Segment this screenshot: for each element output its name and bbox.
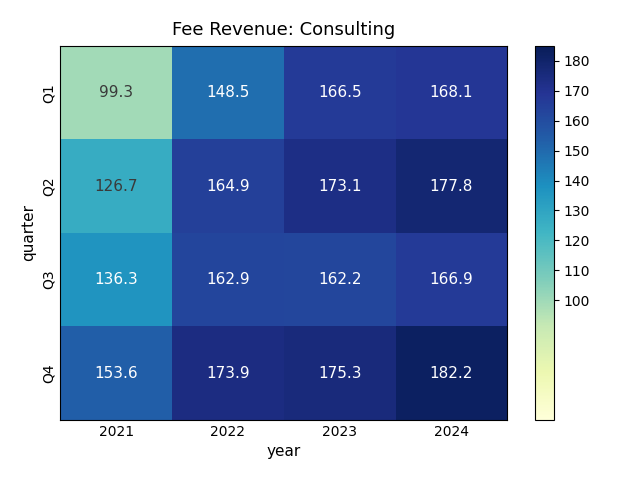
Text: 148.5: 148.5 (206, 85, 250, 100)
Text: 173.1: 173.1 (318, 179, 362, 193)
Text: 177.8: 177.8 (430, 179, 473, 193)
Text: 162.9: 162.9 (206, 272, 250, 287)
Text: 175.3: 175.3 (318, 366, 362, 381)
Text: 164.9: 164.9 (206, 179, 250, 193)
Text: 136.3: 136.3 (94, 272, 138, 287)
Text: 162.2: 162.2 (318, 272, 362, 287)
Text: 166.5: 166.5 (318, 85, 362, 100)
Title: Fee Revenue: Consulting: Fee Revenue: Consulting (172, 21, 396, 39)
Text: 166.9: 166.9 (429, 272, 474, 287)
Text: 126.7: 126.7 (94, 179, 138, 193)
Text: 153.6: 153.6 (94, 366, 138, 381)
Text: 168.1: 168.1 (429, 85, 473, 100)
Text: 99.3: 99.3 (99, 85, 133, 100)
Text: 182.2: 182.2 (430, 366, 473, 381)
X-axis label: year: year (267, 444, 301, 459)
Y-axis label: quarter: quarter (21, 204, 36, 261)
Text: 173.9: 173.9 (206, 366, 250, 381)
